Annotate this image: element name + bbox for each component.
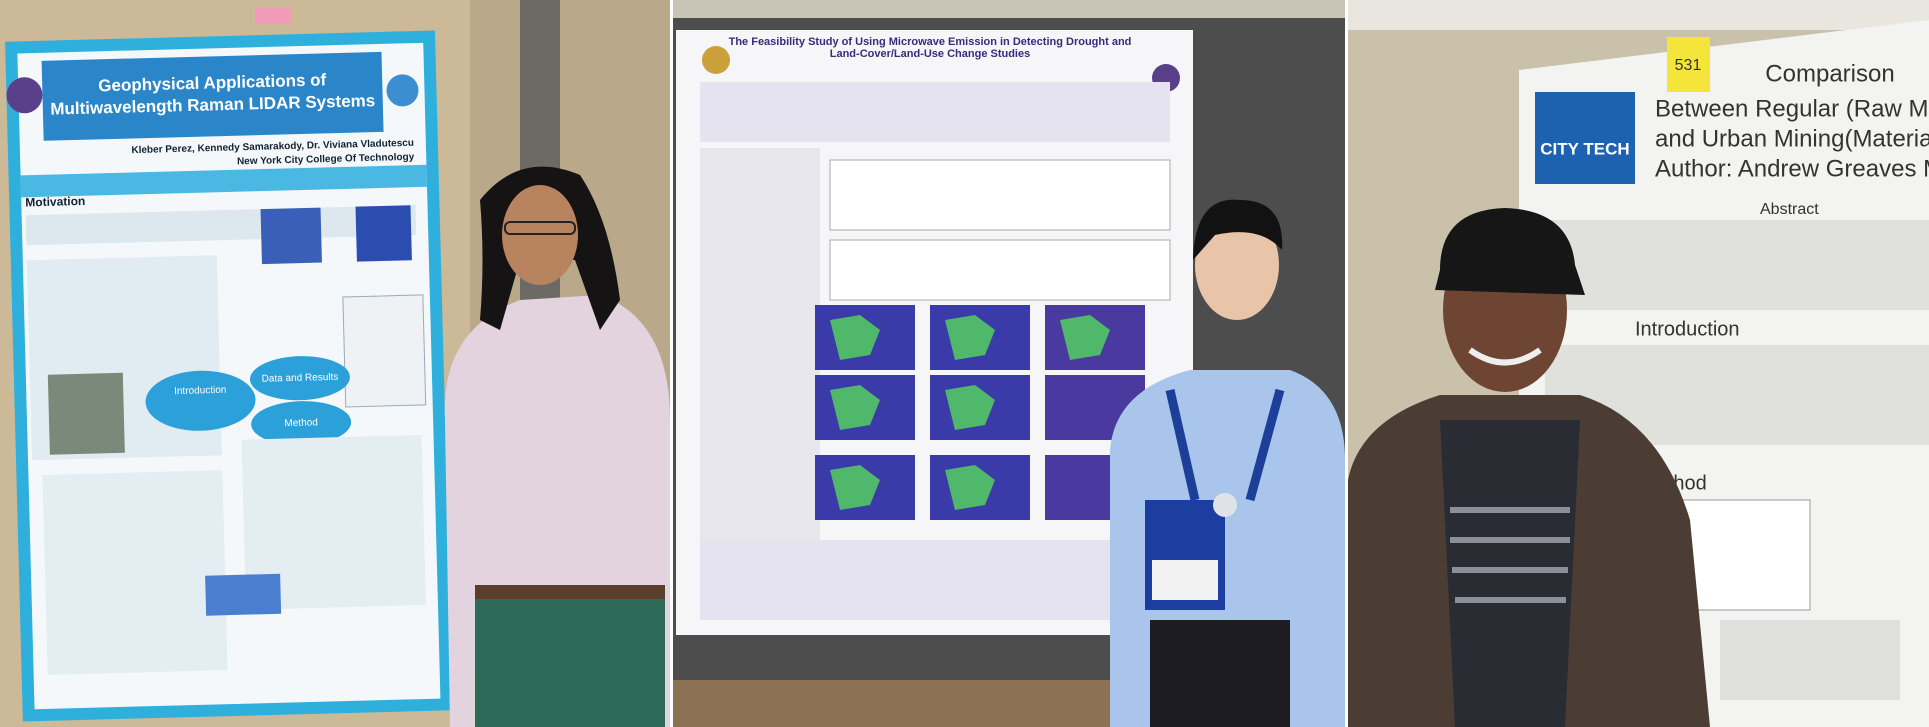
poster-1: Geophysical Applications of Multiwavelen… <box>5 30 453 722</box>
logo-text: CITY TECH <box>1540 139 1629 158</box>
text-block <box>42 470 228 675</box>
divider <box>1345 0 1348 727</box>
section-heading: Abstract <box>1760 201 1819 218</box>
figure <box>829 159 1171 231</box>
poster-title: The Feasibility Study of Using Microwave… <box>728 36 1132 60</box>
person-hair <box>1193 199 1283 260</box>
person-skirt <box>1150 620 1290 727</box>
poster-title: Geophysical Applications of Multiwavelen… <box>50 70 376 119</box>
text-block <box>700 540 1170 620</box>
logo <box>6 77 43 114</box>
figure <box>829 239 1171 301</box>
person-belt <box>475 585 665 599</box>
map-grid <box>815 305 1145 520</box>
person-cap <box>1435 208 1585 295</box>
panel-3: CITY TECH 531 Comparison Between Regular… <box>1348 0 1929 727</box>
person-sweater <box>1440 420 1580 727</box>
poster-institution: New York City College Of Technology <box>237 152 415 168</box>
panel-1: Geophysical Applications of Multiwavelen… <box>0 0 670 727</box>
logo <box>1535 92 1635 184</box>
poster-authors: Author: Andrew Greaves Mentor: Prof Nak <box>1655 155 1929 182</box>
divider <box>670 0 673 727</box>
section-heading: Motivation <box>25 194 85 210</box>
diagram-node <box>249 356 350 401</box>
text-block <box>1720 620 1900 700</box>
section-bar <box>20 164 428 198</box>
title-banner <box>41 51 384 141</box>
photo <box>47 372 125 455</box>
diagram-label: Method <box>284 417 318 429</box>
badge-clip <box>1213 493 1237 517</box>
title-box: Geophysical Applications of Multiwavelen… <box>50 70 376 119</box>
text-block <box>241 435 426 610</box>
ceiling <box>1348 0 1929 30</box>
text-block <box>700 82 1170 142</box>
logo <box>702 46 730 74</box>
diagram-node <box>251 401 352 446</box>
sticky-note <box>1667 37 1710 92</box>
text-block <box>1540 220 1929 310</box>
person-pants <box>475 590 665 727</box>
diagram-node <box>145 370 256 431</box>
person-glasses <box>504 221 576 235</box>
map-land <box>830 315 1110 510</box>
sweater-stripes <box>1450 507 1570 603</box>
person-face <box>1195 210 1279 320</box>
logo <box>386 74 419 107</box>
panel-2: The Feasibility Study of Using Microwave… <box>673 0 1345 727</box>
badge-card <box>1152 560 1218 600</box>
person-smile <box>1468 347 1542 366</box>
figure <box>260 207 322 265</box>
figure <box>342 294 427 408</box>
poster-subtitle: and Urban Mining(Material Recovery) Met <box>1655 125 1929 152</box>
figure <box>205 573 282 616</box>
diagram-label: Introduction <box>174 385 227 397</box>
diagram-label: Data and Results <box>261 372 338 385</box>
figure <box>355 205 412 262</box>
lanyard <box>1165 388 1285 502</box>
poster-subtitle: Between Regular (Raw Material Extracti <box>1655 95 1929 122</box>
title-box: The Feasibility Study of Using Microwave… <box>728 36 1132 60</box>
poster-title: Comparison <box>1765 60 1894 87</box>
ceiling <box>673 0 1345 18</box>
text-block <box>700 148 820 568</box>
section-heading: Introduction <box>1635 318 1740 340</box>
sticky-label: 531 <box>1675 57 1702 74</box>
sticky-note <box>255 8 291 24</box>
